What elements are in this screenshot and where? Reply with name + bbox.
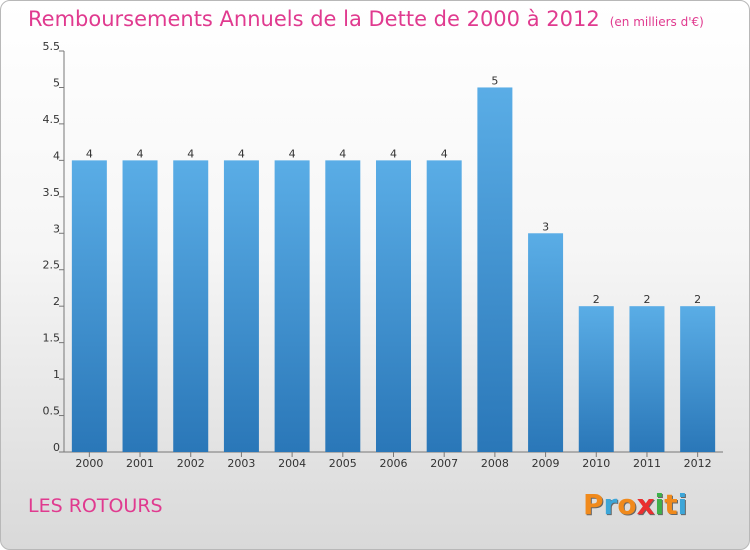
bar-value-label: 4 — [86, 147, 93, 160]
commune-name: LES ROTOURS — [28, 495, 163, 517]
logo-letter: x — [636, 488, 655, 521]
bar — [376, 160, 411, 452]
x-tick-label: 2007 — [430, 457, 458, 470]
x-tick-label: 2008 — [481, 457, 509, 470]
x-tick-label: 2000 — [75, 457, 103, 470]
bar-value-label: 2 — [643, 293, 650, 306]
y-tick-label: 4 — [53, 149, 60, 162]
y-tick-label: 1.5 — [43, 332, 61, 345]
proxiti-logo: Proxiti — [583, 488, 687, 521]
bar-value-label: 2 — [593, 293, 600, 306]
bar-value-label: 4 — [289, 147, 296, 160]
x-tick-label: 2010 — [582, 457, 610, 470]
bar-value-label: 4 — [187, 147, 194, 160]
x-tick-label: 2006 — [380, 457, 408, 470]
y-tick-label: 3.5 — [43, 186, 61, 199]
bar-value-label: 4 — [238, 147, 245, 160]
x-tick-label: 2011 — [633, 457, 661, 470]
x-tick-label: 2005 — [329, 457, 357, 470]
y-tick-label: 5 — [53, 76, 60, 89]
bar-value-label: 4 — [390, 147, 397, 160]
chart-unit: (en milliers d'€) — [609, 15, 704, 29]
y-tick-label: 1 — [53, 368, 60, 381]
y-tick-label: 2.5 — [43, 259, 61, 272]
y-tick-label: 3 — [53, 222, 60, 235]
y-tick-label: 2 — [53, 295, 60, 308]
bar-value-label: 5 — [491, 74, 498, 87]
y-tick-label: 4.5 — [43, 113, 61, 126]
bar-value-label: 4 — [137, 147, 144, 160]
bar-value-label: 4 — [441, 147, 448, 160]
bar-value-label: 3 — [542, 220, 549, 233]
bar — [578, 306, 614, 452]
y-tick-label: 0.5 — [43, 405, 61, 418]
x-tick-label: 2012 — [684, 457, 712, 470]
bar — [680, 306, 716, 452]
bar — [122, 160, 158, 452]
bar — [274, 160, 310, 452]
chart-title-text: Remboursements Annuels de la Dette de 20… — [28, 7, 600, 31]
x-tick-label: 2004 — [278, 457, 306, 470]
bar — [223, 160, 259, 452]
y-tick-label: 5.5 — [43, 40, 61, 53]
x-tick-label: 2003 — [227, 457, 255, 470]
logo-letter: o — [617, 488, 637, 521]
x-tick-label: 2001 — [126, 457, 154, 470]
bar — [477, 87, 513, 453]
bar-value-label: 2 — [694, 293, 701, 306]
bar — [173, 160, 209, 452]
bar — [325, 160, 361, 452]
bar — [528, 233, 564, 452]
logo-letter: t — [664, 488, 678, 521]
bar-value-label: 4 — [339, 147, 346, 160]
bar — [629, 306, 665, 452]
x-tick-label: 2002 — [177, 457, 205, 470]
bar — [71, 160, 107, 452]
bar — [426, 160, 462, 452]
x-tick-label: 2009 — [532, 457, 560, 470]
logo-letter: i — [677, 488, 688, 521]
logo-letter: i — [654, 488, 665, 521]
chart-title: Remboursements Annuels de la Dette de 20… — [28, 7, 704, 31]
logo-letter: r — [603, 488, 618, 521]
y-tick-label: 0 — [53, 441, 60, 454]
logo-letter: P — [583, 488, 604, 521]
